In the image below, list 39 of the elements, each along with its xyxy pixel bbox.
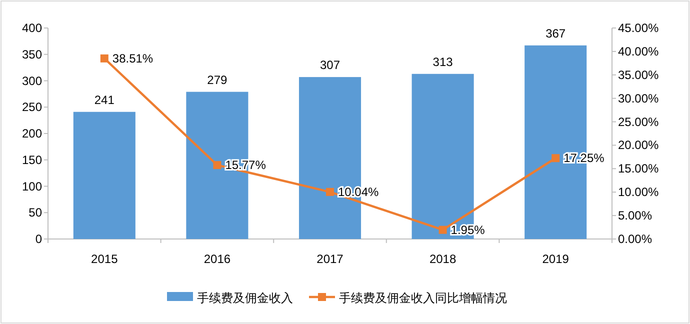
data-label: 313 xyxy=(432,54,454,69)
y2-tick-label: 25.00% xyxy=(618,114,660,129)
x-tick-label: 2017 xyxy=(316,252,344,266)
y2-tick-label: 30.00% xyxy=(618,91,660,106)
x-tick-label: 2019 xyxy=(542,252,570,266)
data-label: 15.77% xyxy=(225,158,266,172)
y2-tick-label: 20.00% xyxy=(618,138,660,152)
data-label: 279 xyxy=(207,72,228,87)
y-tick-label: 50 xyxy=(28,206,42,220)
legend-label: 手续费及佣金收入 xyxy=(197,291,293,305)
y2-tick-label: 0.00% xyxy=(618,232,652,246)
y2-tick-label: 10.00% xyxy=(618,185,660,200)
y2-tick-label: 45.00% xyxy=(618,21,660,35)
point xyxy=(438,226,447,234)
x-tick-label: 2015 xyxy=(91,252,118,266)
point xyxy=(100,54,108,62)
y2-tick-label: 35.00% xyxy=(618,68,660,82)
legend-label: 手续费及佣金收入同比增幅情况 xyxy=(339,291,507,305)
y-tick-label: 300 xyxy=(22,74,42,88)
y-tick-label: 400 xyxy=(22,21,42,35)
data-label: 367 xyxy=(546,26,566,40)
point xyxy=(326,188,334,196)
y-tick-label: 100 xyxy=(22,179,42,194)
y2-tick-label: 40.00% xyxy=(618,44,660,58)
y2-tick-label: 15.00% xyxy=(618,162,660,176)
y-tick-label: 150 xyxy=(22,152,42,167)
y-tick-label: 250 xyxy=(22,100,42,114)
y-tick-label: 350 xyxy=(22,47,42,62)
point xyxy=(213,161,222,170)
x-tick-label: 2018 xyxy=(429,252,456,266)
x-tick-label: 2016 xyxy=(204,252,231,266)
y2-tick-label: 5.00% xyxy=(618,208,652,223)
point xyxy=(552,154,560,162)
data-label: 38.51% xyxy=(112,51,154,66)
data-label: 241 xyxy=(94,92,115,107)
y-tick-label: 0 xyxy=(35,232,42,246)
data-label: 307 xyxy=(320,58,340,72)
y-tick-label: 200 xyxy=(22,126,42,140)
bar xyxy=(73,112,136,239)
